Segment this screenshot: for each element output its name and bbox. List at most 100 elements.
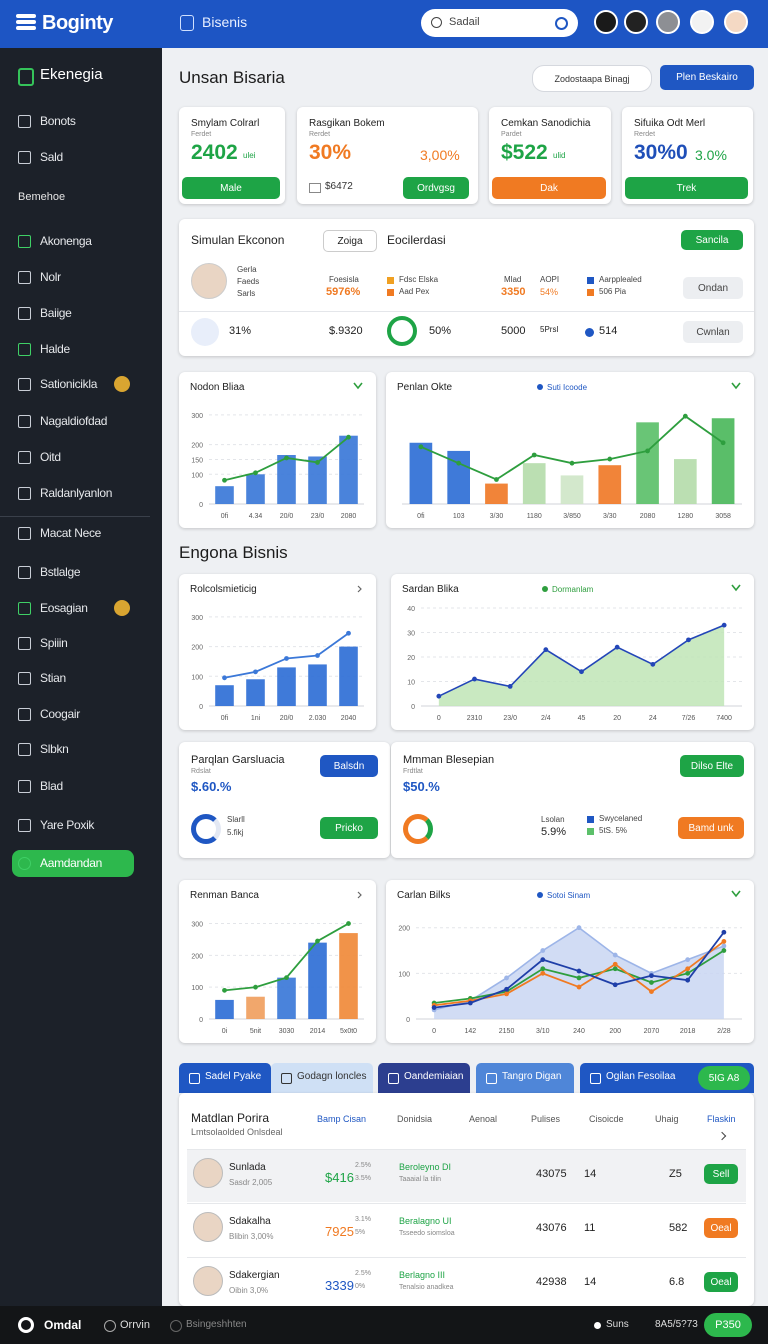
label: Rdslat: [191, 768, 211, 775]
bottom-bar: Omdal Orrvin Bsingeshhten Suns 8A5/5?73 P350: [0, 1306, 768, 1344]
status: Suns: [606, 1319, 629, 1330]
button[interactable]: Ondan: [683, 277, 743, 299]
button[interactable]: Balsdn: [320, 755, 378, 777]
card: Cemkan Sanodichia Pardet $522 ulid Dak: [489, 107, 611, 204]
point: [612, 966, 618, 972]
y-tick-label: 0: [199, 704, 203, 711]
x-tick-label: 3030: [279, 1028, 295, 1035]
point: [315, 653, 320, 658]
nav-item[interactable]: Baiige: [40, 306, 72, 320]
point: [284, 455, 289, 461]
label: 3339: [325, 1278, 354, 1293]
tab[interactable]: Tangro Digan: [476, 1063, 574, 1093]
x-tick-label: 2310: [467, 715, 483, 722]
bottom-label[interactable]: Omdal: [44, 1318, 82, 1332]
point: [540, 957, 546, 963]
x-tick-label: 2150: [499, 1028, 515, 1035]
label: 11: [584, 1222, 596, 1234]
label: ulid: [553, 151, 566, 160]
button[interactable]: Bamd unk: [678, 817, 744, 839]
nav-item[interactable]: Yare Poxik: [40, 818, 95, 832]
label: 5tS. 5%: [599, 826, 628, 835]
point: [253, 984, 258, 990]
button[interactable]: Sancila: [681, 230, 743, 250]
button[interactable]: Zodostaapa Binagj: [532, 65, 652, 92]
label: Ferdet: [191, 131, 212, 138]
chevron: [717, 1131, 727, 1141]
tab[interactable]: Bisenis: [202, 14, 248, 30]
button[interactable]: Oeal: [704, 1272, 738, 1292]
x-tick-label: 5nit: [250, 1028, 261, 1035]
nav-item[interactable]: Macat Nece: [40, 526, 102, 540]
tab-label: Godagn loncles: [297, 1071, 367, 1082]
nav-item[interactable]: Slbkn: [40, 742, 69, 756]
point: [721, 622, 727, 628]
x-tick-label: 24: [649, 715, 657, 722]
nav-item[interactable]: Stian: [40, 671, 66, 685]
bar: [277, 977, 296, 1019]
nav-item[interactable]: Akonenga: [40, 234, 92, 248]
x-tick-label: 2070: [644, 1028, 660, 1035]
sidebar: Ekenegia Bemehoe Bonots Sald Akonenga Nolr Bai…: [0, 48, 162, 1306]
nav-item[interactable]: Raldanlyanlon: [40, 486, 113, 500]
tab[interactable]: Godagn loncles: [271, 1063, 373, 1093]
top-icon: [594, 10, 618, 34]
button[interactable]: Cwnlan: [683, 321, 743, 343]
y-tick-label: 10: [407, 680, 415, 687]
y-tick-label: 0: [411, 704, 415, 711]
button[interactable]: Male: [182, 177, 280, 199]
nav-item[interactable]: Bstlalge: [40, 565, 81, 579]
chart-panel: Carlan Bilks Sotoi Sinam 0 100 200 0 142 2150 3/…: [386, 880, 754, 1043]
nav-item[interactable]: Nolr: [40, 270, 61, 284]
nav-item[interactable]: Sationicikla: [40, 377, 98, 391]
nav-icon: [18, 115, 31, 128]
label: 50%: [429, 325, 452, 337]
nav-item[interactable]: Halde: [40, 342, 70, 356]
button[interactable]: Ordvgsg: [403, 177, 469, 199]
bottom-label[interactable]: Orrvin: [120, 1319, 150, 1331]
column-header: Cisoicde: [589, 1114, 624, 1124]
button[interactable]: P350: [704, 1313, 752, 1337]
x-tick-label: 3/30: [603, 513, 617, 520]
legend-label: Sotoi Sinam: [547, 891, 590, 900]
nav-item[interactable]: Blad: [40, 779, 63, 793]
label: Mlad: [504, 275, 522, 284]
bar: [215, 486, 234, 504]
tab[interactable]: Oandemiaian: [378, 1063, 470, 1093]
nav-item[interactable]: Bonots: [40, 114, 76, 128]
nav-item[interactable]: Nagaldiofdad: [40, 414, 108, 428]
label: 3.0%: [695, 147, 727, 163]
nav-item[interactable]: Sald: [40, 150, 63, 164]
x-tick-label: 2018: [680, 1028, 696, 1035]
button[interactable]: 5IG A8: [698, 1066, 750, 1090]
x-tick-label: 2/4: [541, 715, 551, 722]
legend-swatch: [587, 828, 594, 835]
kpi-value: 30%: [309, 141, 352, 164]
point: [569, 460, 575, 466]
label: 42938: [536, 1276, 567, 1288]
x-tick-label: 1280: [678, 513, 694, 520]
button[interactable]: Zoiga: [323, 230, 377, 252]
button[interactable]: Dak: [492, 177, 606, 199]
nav-item[interactable]: Oitd: [40, 450, 61, 464]
button[interactable]: Pricko: [320, 817, 378, 839]
nav-item[interactable]: Coogair: [40, 707, 80, 721]
point: [504, 991, 509, 997]
button[interactable]: Trek: [625, 177, 748, 199]
nav-item[interactable]: Aamdandan: [40, 856, 103, 870]
label: 0%: [355, 1283, 366, 1290]
nav-item[interactable]: Eosagian: [40, 601, 88, 615]
search-box[interactable]: Sadail: [421, 9, 578, 37]
button[interactable]: Sell: [704, 1164, 738, 1184]
bottom-label[interactable]: Bsingeshhten: [186, 1319, 247, 1330]
button[interactable]: Plen Beskairo: [660, 65, 754, 90]
button[interactable]: Dilso Elte: [680, 755, 744, 777]
nav-icon: [18, 378, 31, 391]
button[interactable]: Oeal: [704, 1218, 738, 1238]
card: Parqlan Garsluacia Rdslat $.60.% Balsdn Slar…: [179, 742, 390, 858]
nav-icon: [18, 857, 31, 870]
tab[interactable]: Sadel Pyake: [179, 1063, 271, 1093]
table-row: Sdakergian Oibin 3,0% 3339 2.5% 0% Berlagno I…: [187, 1257, 746, 1310]
chart-title: Renman Banca: [190, 890, 259, 901]
nav-item[interactable]: Spiiin: [40, 636, 68, 650]
